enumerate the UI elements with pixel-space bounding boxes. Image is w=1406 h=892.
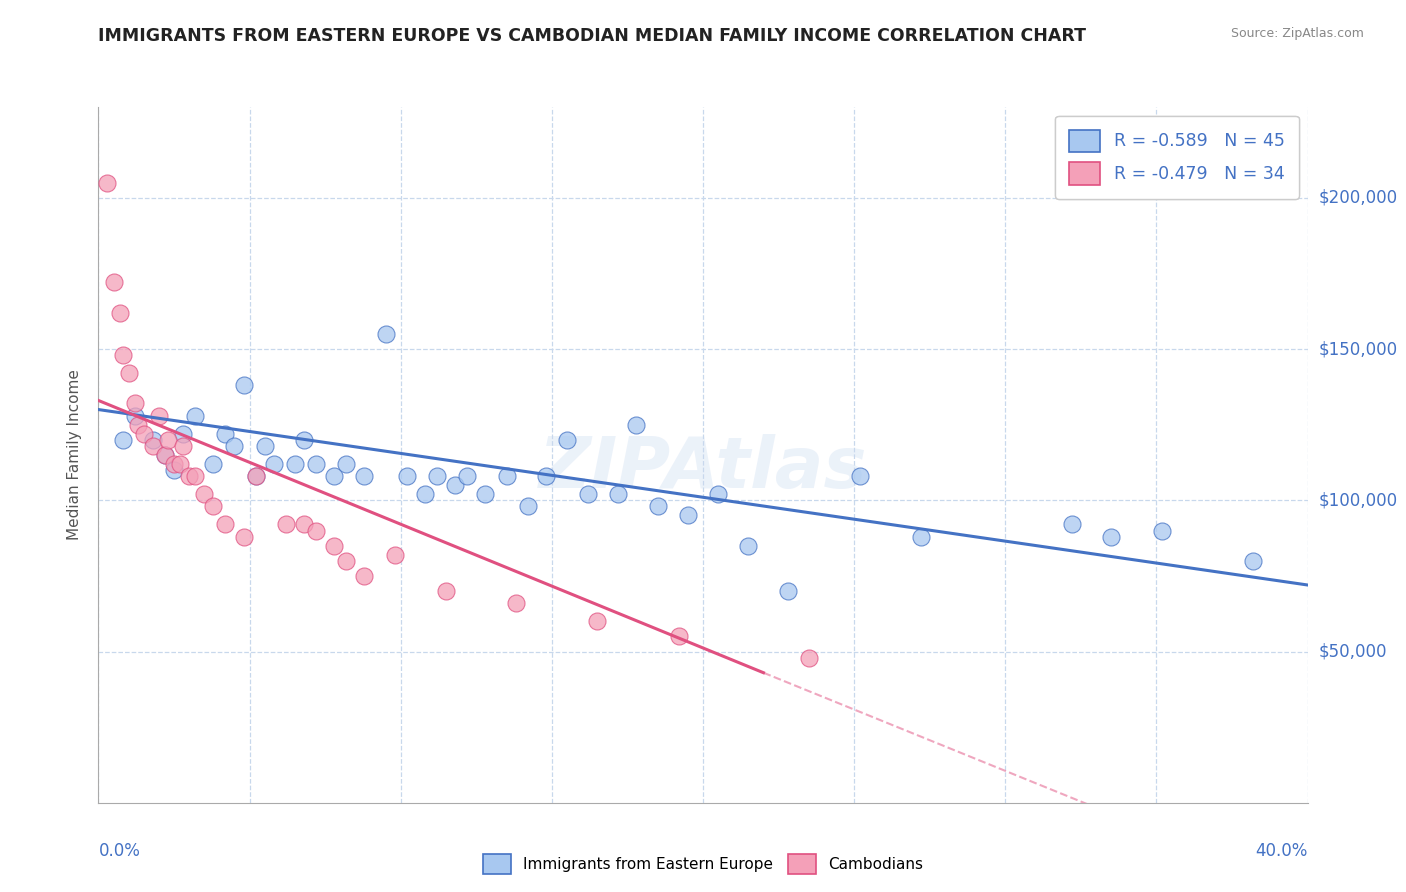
Point: [505, 596, 527, 610]
Legend: R = -0.589   N = 45, R = -0.479   N = 34: R = -0.589 N = 45, R = -0.479 N = 34: [1054, 116, 1299, 199]
Point: [253, 439, 276, 453]
Point: [797, 650, 820, 665]
Point: [1060, 517, 1083, 532]
Point: [292, 433, 315, 447]
Point: [626, 417, 648, 432]
Point: [172, 426, 194, 441]
Point: [232, 530, 254, 544]
Point: [177, 469, 201, 483]
Point: [202, 500, 225, 514]
Text: IMMIGRANTS FROM EASTERN EUROPE VS CAMBODIAN MEDIAN FAMILY INCOME CORRELATION CHA: IMMIGRANTS FROM EASTERN EUROPE VS CAMBOD…: [98, 27, 1087, 45]
Point: [1152, 524, 1174, 538]
Legend: Immigrants from Eastern Europe, Cambodians: Immigrants from Eastern Europe, Cambodia…: [477, 848, 929, 880]
Point: [676, 508, 699, 523]
Point: [108, 306, 131, 320]
Text: $200,000: $200,000: [1319, 189, 1398, 207]
Point: [103, 276, 125, 290]
Point: [232, 378, 254, 392]
Point: [335, 554, 357, 568]
Point: [1241, 554, 1264, 568]
Point: [586, 615, 609, 629]
Point: [263, 457, 285, 471]
Point: [516, 500, 538, 514]
Point: [413, 487, 436, 501]
Point: [224, 439, 246, 453]
Point: [426, 469, 449, 483]
Text: Source: ZipAtlas.com: Source: ZipAtlas.com: [1230, 27, 1364, 40]
Point: [374, 326, 396, 341]
Point: [142, 439, 165, 453]
Point: [163, 463, 186, 477]
Point: [849, 469, 872, 483]
Point: [305, 457, 328, 471]
Point: [456, 469, 478, 483]
Point: [142, 433, 165, 447]
Y-axis label: Median Family Income: Median Family Income: [67, 369, 83, 541]
Point: [284, 457, 307, 471]
Point: [124, 396, 146, 410]
Text: $150,000: $150,000: [1319, 340, 1398, 358]
Point: [172, 439, 194, 453]
Point: [495, 469, 517, 483]
Point: [245, 469, 267, 483]
Point: [169, 457, 191, 471]
Text: 40.0%: 40.0%: [1256, 842, 1308, 860]
Text: $100,000: $100,000: [1319, 491, 1398, 509]
Point: [184, 409, 207, 423]
Text: ZIPAtlas: ZIPAtlas: [538, 434, 868, 503]
Point: [193, 487, 215, 501]
Point: [124, 409, 146, 423]
Point: [245, 469, 267, 483]
Text: 0.0%: 0.0%: [98, 842, 141, 860]
Point: [153, 448, 176, 462]
Point: [305, 524, 328, 538]
Point: [163, 457, 186, 471]
Point: [353, 469, 375, 483]
Point: [132, 426, 155, 441]
Point: [96, 176, 118, 190]
Point: [323, 469, 346, 483]
Point: [668, 629, 690, 643]
Point: [776, 584, 799, 599]
Point: [214, 426, 236, 441]
Point: [335, 457, 357, 471]
Point: [910, 530, 932, 544]
Point: [395, 469, 418, 483]
Point: [127, 417, 149, 432]
Point: [434, 584, 457, 599]
Text: $50,000: $50,000: [1319, 642, 1388, 661]
Point: [555, 433, 578, 447]
Point: [274, 517, 297, 532]
Point: [111, 348, 134, 362]
Point: [707, 487, 730, 501]
Point: [576, 487, 599, 501]
Point: [118, 366, 141, 380]
Point: [111, 433, 134, 447]
Point: [184, 469, 207, 483]
Point: [353, 569, 375, 583]
Point: [737, 539, 759, 553]
Point: [148, 409, 170, 423]
Point: [534, 469, 557, 483]
Point: [292, 517, 315, 532]
Point: [214, 517, 236, 532]
Point: [1099, 530, 1122, 544]
Point: [153, 448, 176, 462]
Point: [444, 478, 467, 492]
Point: [474, 487, 496, 501]
Point: [202, 457, 225, 471]
Point: [156, 433, 179, 447]
Point: [323, 539, 346, 553]
Point: [647, 500, 669, 514]
Point: [384, 548, 406, 562]
Point: [607, 487, 630, 501]
